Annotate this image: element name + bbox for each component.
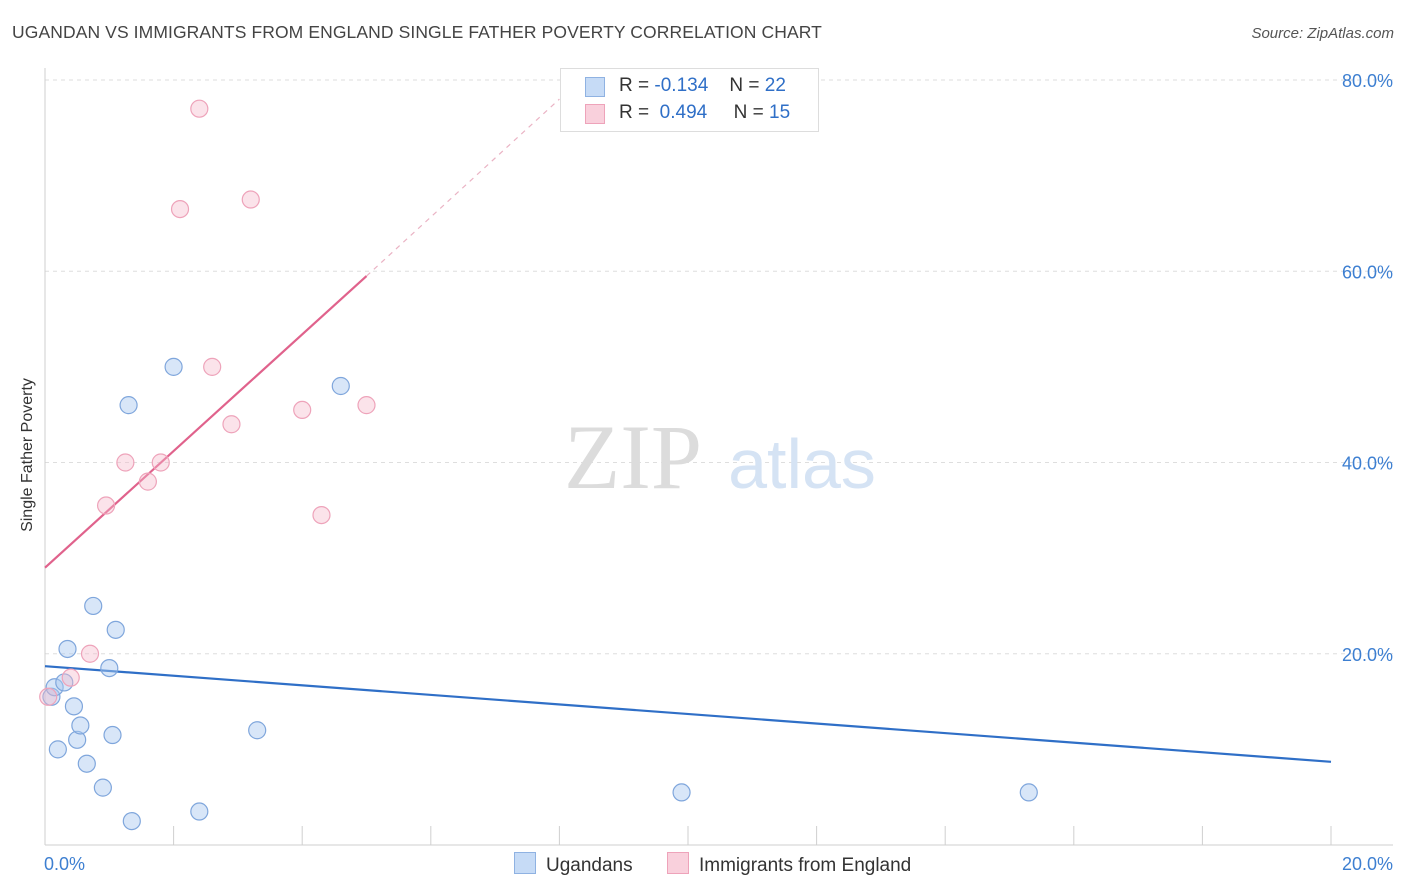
grid-lines <box>45 79 1393 655</box>
point-england <box>170 199 190 219</box>
point-england <box>61 668 80 687</box>
axes <box>44 68 1393 846</box>
watermark-zip: ZIP <box>564 406 702 508</box>
point-england <box>116 453 135 472</box>
legend-n-label: N = <box>729 75 760 96</box>
point-england <box>312 505 331 525</box>
point-ugandans <box>119 396 138 415</box>
bottom-legend-swatch-ugandans <box>514 852 536 874</box>
point-england <box>203 357 222 376</box>
point-ugandans <box>164 357 183 376</box>
data-points <box>39 99 1038 831</box>
point-ugandans <box>106 620 125 639</box>
point-england <box>241 190 260 209</box>
bottom-legend-ugandans: Ugandans <box>514 852 633 877</box>
point-england <box>96 496 116 515</box>
bottom-legend-label-ugandans: Ugandans <box>546 855 633 876</box>
source-label: Source: ZipAtlas.com <box>1251 25 1394 42</box>
trend-line-ugandans <box>44 665 1332 763</box>
bottom-legend-england: Immigrants from England <box>667 852 911 877</box>
watermark-atlas: atlas <box>728 425 876 503</box>
bottom-legend-label-england: Immigrants from England <box>699 855 912 876</box>
chart-title: UGANDAN VS IMMIGRANTS FROM ENGLAND SINGL… <box>12 22 822 42</box>
point-ugandans <box>68 730 87 749</box>
y-tick-label: 20.0% <box>1342 645 1393 665</box>
point-england <box>222 415 241 434</box>
trend-lines <box>44 98 1332 763</box>
point-ugandans <box>48 740 67 759</box>
legend-swatch-england <box>585 104 605 124</box>
point-ugandans <box>190 802 209 821</box>
point-england <box>357 396 376 415</box>
point-ugandans <box>248 721 267 740</box>
point-england <box>39 687 58 706</box>
trend-line-england-extension <box>366 98 560 277</box>
legend-n-label: N = <box>733 102 764 123</box>
point-ugandans <box>58 639 77 659</box>
y-tick-label: 60.0% <box>1342 262 1393 282</box>
point-england <box>190 99 209 118</box>
tick-labels: 20.0% 40.0% 60.0% 80.0% 0.0% 20.0% <box>44 71 1393 874</box>
legend-n-value-ugandans: 22 <box>764 75 786 96</box>
point-england <box>138 472 157 491</box>
legend-n-value-england: 15 <box>769 102 791 123</box>
point-ugandans <box>122 811 141 831</box>
x-tick-label-min: 0.0% <box>44 854 85 874</box>
point-ugandans <box>84 596 103 616</box>
point-ugandans <box>331 376 350 396</box>
legend-r-label: R = <box>619 102 650 123</box>
legend-swatch-ugandans <box>585 77 605 97</box>
point-ugandans <box>103 725 122 745</box>
point-england <box>151 453 170 472</box>
x-tick-label-max: 20.0% <box>1342 854 1393 874</box>
point-ugandans <box>45 678 64 697</box>
point-england <box>293 400 312 420</box>
legend-r-label: R = <box>619 75 650 96</box>
y-tick-label: 40.0% <box>1342 454 1393 474</box>
point-england <box>80 644 100 663</box>
correlation-legend: R = -0.134 N = 22 R = 0.494 N = 15 <box>560 68 819 132</box>
legend-r-value-england: 0.494 <box>659 102 708 123</box>
legend-r-value-ugandans: -0.134 <box>654 75 709 96</box>
point-ugandans <box>71 716 90 735</box>
trend-line-england <box>44 275 368 569</box>
point-ugandans <box>77 754 96 773</box>
point-ugandans <box>1019 783 1038 802</box>
point-ugandans <box>672 783 691 802</box>
bottom-legend-swatch-england <box>667 852 689 874</box>
point-ugandans <box>64 697 84 716</box>
point-ugandans <box>93 778 112 797</box>
point-ugandans <box>100 658 119 678</box>
watermark: ZIP atlas <box>564 406 876 508</box>
y-tick-label: 80.0% <box>1342 71 1393 91</box>
